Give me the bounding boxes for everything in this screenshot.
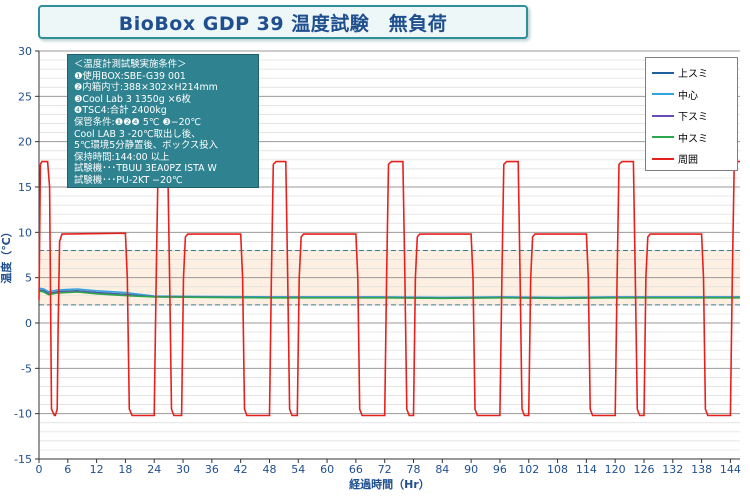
test-condition-line: ❹TSC4:合計 2400kg [74, 105, 167, 117]
test-condition-line: 保管条件:❶❷❹ 5℃ ❸−20℃ [74, 116, 202, 128]
x-tick-label: 18 [118, 463, 132, 476]
legend-swatch [652, 71, 674, 74]
legend-item: 周囲 [652, 148, 731, 170]
x-axis-label: 経過時間（Hr） [349, 477, 430, 491]
x-tick-label: 6 [64, 463, 71, 476]
y-tick-label: 10 [18, 226, 32, 239]
test-condition-line: 試験機･･･TBUU 3EA0PZ ISTA W [74, 163, 217, 175]
test-condition-line: ❸Cool Lab 3 1350g ×6枚 [74, 93, 191, 105]
series-line-ambient [38, 160, 740, 417]
x-tick-label: 72 [378, 463, 392, 476]
legend-swatch [652, 157, 674, 160]
x-tick-label: 42 [234, 463, 248, 476]
legend-item: 上スミ [652, 62, 731, 84]
y-tick-label: 5 [25, 272, 32, 285]
legend-label: 下スミ [678, 112, 708, 124]
x-tick-label: 126 [633, 463, 654, 476]
x-tick-label: 138 [691, 463, 712, 476]
y-tick-label: 0 [25, 317, 32, 330]
legend-swatch [652, 136, 674, 139]
test-condition-line: ＜温度計測試験実施条件＞ [74, 59, 187, 70]
chart-title: BioBox GDP 39 温度試験 無負荷 [118, 12, 448, 35]
x-tick-label: 144 [720, 463, 741, 476]
legend-label: 上スミ [678, 69, 708, 81]
x-tick-label: 90 [464, 463, 478, 476]
x-tick-label: 108 [547, 463, 568, 476]
x-tick-label: 120 [605, 463, 626, 476]
test-condition-line: 保持時間:144:00 以上 [74, 151, 170, 163]
x-tick-label: 78 [407, 463, 421, 476]
test-condition-line: 試験機･･･PU-2KT −20℃ [74, 174, 183, 186]
test-condition-line: ❷内箱内寸:388×302×H214mm [74, 82, 218, 94]
y-tick-label: 30 [18, 45, 32, 58]
legend-label: 中心 [678, 90, 698, 102]
y-tick-label: -5 [21, 362, 32, 375]
legend-swatch [652, 93, 674, 96]
x-tick-label: 66 [349, 463, 363, 476]
series-line-4 [38, 290, 740, 300]
legend-label: 周囲 [678, 155, 698, 167]
y-tick-label: 20 [18, 136, 32, 149]
test-condition-line: Cool LAB 3 -20℃取出し後、 [74, 128, 201, 140]
y-tick-label: -15 [14, 453, 32, 466]
y-axis-label: 温度（℃） [0, 226, 13, 283]
y-tick-label: 15 [18, 181, 32, 194]
x-tick-label: 24 [147, 463, 161, 476]
x-tick-label: 102 [518, 463, 539, 476]
x-tick-label: 114 [576, 463, 597, 476]
x-tick-label: 36 [205, 463, 219, 476]
x-tick-label: 54 [291, 463, 305, 476]
test-condition-line: 5℃環境5分静置後、ボックス投入 [74, 140, 219, 152]
x-tick-label: 84 [435, 463, 449, 476]
chart-title-box: BioBox GDP 39 温度試験 無負荷 [38, 5, 528, 39]
y-tick-label: -10 [14, 408, 32, 421]
y-tick-label: 25 [18, 90, 32, 103]
legend-label: 中スミ [678, 133, 708, 145]
legend-swatch [652, 114, 674, 117]
legend-item: 下スミ [652, 105, 731, 127]
x-tick-label: 96 [493, 463, 507, 476]
test-conditions-box: ＜温度計測試験実施条件＞ ❶使用BOX:SBE-G39 001 ❷内箱内寸:388×… [67, 54, 259, 188]
legend-item: 中スミ [652, 127, 731, 149]
x-tick-label: 12 [90, 463, 104, 476]
x-tick-label: 132 [662, 463, 683, 476]
x-tick-label: 0 [36, 463, 43, 476]
x-tick-label: 48 [262, 463, 276, 476]
legend: 上スミ中心下スミ中スミ周囲 [645, 57, 738, 171]
x-tick-label: 30 [176, 463, 190, 476]
x-tick-label: 60 [320, 463, 334, 476]
legend-item: 中心 [652, 84, 731, 106]
test-condition-line: ❶使用BOX:SBE-G39 001 [74, 70, 186, 82]
